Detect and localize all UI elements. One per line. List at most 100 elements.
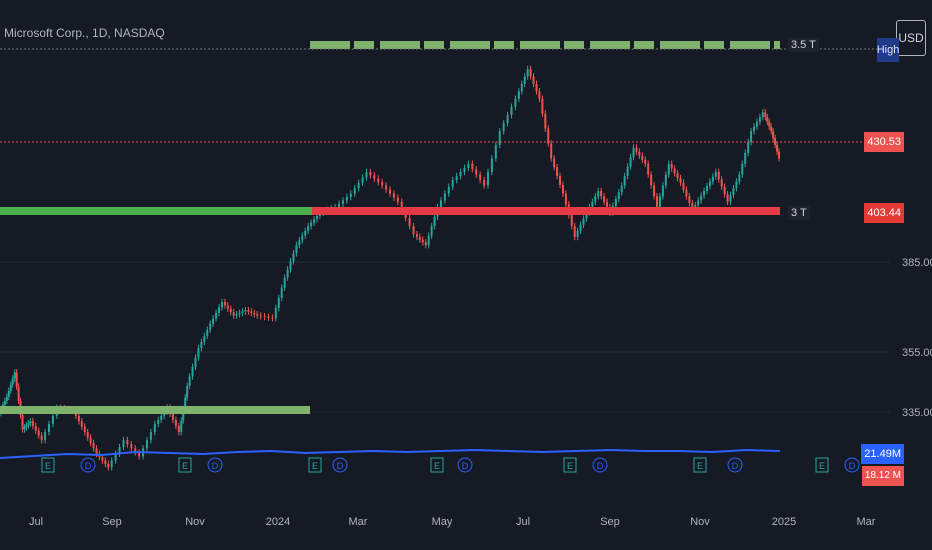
candle — [29, 421, 32, 424]
candle — [400, 201, 403, 210]
grid — [0, 261, 890, 413]
candle — [256, 314, 259, 316]
candle — [200, 341, 203, 349]
level-badge: 403.44 — [864, 203, 904, 223]
candle — [591, 201, 594, 208]
candle — [526, 68, 529, 77]
candle — [392, 193, 395, 198]
candle — [467, 163, 470, 168]
candle — [415, 234, 418, 237]
candle — [726, 194, 729, 202]
candle — [455, 176, 458, 181]
candle — [396, 197, 399, 202]
candle — [603, 196, 606, 202]
candle — [494, 144, 497, 159]
candle — [700, 195, 703, 201]
candle — [661, 185, 664, 197]
candle — [369, 171, 372, 176]
x-tick-label: 2024 — [266, 516, 290, 528]
y-tick-label: 335.00 — [902, 407, 932, 419]
candle — [353, 188, 356, 194]
earnings-icon: E — [178, 457, 192, 473]
candle — [433, 216, 436, 227]
svg-text:D: D — [212, 461, 219, 471]
candle — [620, 185, 623, 193]
x-tick-label: Jul — [29, 516, 43, 528]
candle — [226, 305, 229, 309]
candle — [232, 312, 235, 316]
candle — [750, 131, 753, 143]
candle — [235, 314, 238, 316]
volume-label-top: 3.5 T — [788, 38, 819, 52]
candle — [171, 413, 174, 420]
candle — [95, 448, 98, 454]
candle — [286, 269, 289, 278]
candle — [145, 440, 148, 449]
candle — [126, 440, 129, 445]
candle — [451, 180, 454, 187]
candle — [439, 200, 442, 208]
candle — [644, 159, 647, 164]
candle — [11, 378, 14, 385]
candle — [194, 357, 197, 368]
currency-button[interactable]: USD — [896, 20, 926, 56]
candle — [550, 143, 553, 159]
candle — [459, 171, 462, 176]
candle — [180, 420, 183, 433]
candle — [594, 196, 597, 202]
candle — [564, 193, 567, 205]
candle — [412, 226, 415, 235]
candle — [27, 423, 30, 426]
candle — [670, 163, 673, 169]
x-tick-label: Nov — [185, 516, 205, 528]
candle — [218, 307, 221, 313]
candle — [520, 83, 523, 92]
candle — [708, 181, 711, 187]
chart-title: Microsoft Corp., 1D, NASDAQ — [4, 26, 165, 40]
x-tick-label: Nov — [690, 516, 710, 528]
candle — [597, 190, 600, 197]
candle — [570, 215, 573, 227]
candle — [271, 317, 274, 319]
candle — [292, 253, 295, 262]
candle — [723, 186, 726, 195]
candle — [274, 308, 277, 319]
candle — [259, 315, 262, 317]
candle — [253, 312, 256, 315]
candle — [626, 166, 629, 176]
candle — [705, 186, 708, 191]
candle — [717, 171, 720, 180]
candle — [667, 163, 670, 175]
candle — [9, 384, 12, 391]
candle — [23, 427, 26, 430]
candle — [463, 167, 466, 172]
earnings-icon: E — [41, 457, 55, 473]
candle — [561, 184, 564, 194]
candle — [650, 174, 653, 186]
candle — [89, 437, 92, 443]
candle — [31, 421, 34, 426]
candle — [471, 163, 474, 170]
candle — [758, 117, 761, 122]
candle — [729, 194, 732, 202]
candle — [766, 117, 769, 122]
candle — [772, 131, 775, 139]
x-tick-label: Mar — [857, 516, 876, 528]
candle — [241, 311, 244, 313]
candle — [447, 186, 450, 194]
candle — [635, 147, 638, 152]
candle — [385, 185, 388, 190]
candle — [443, 193, 446, 201]
candle — [691, 203, 694, 210]
candle — [186, 386, 189, 398]
dividend-icon: D — [207, 457, 223, 473]
candle — [17, 386, 20, 401]
candle — [703, 190, 706, 196]
candle — [345, 197, 348, 201]
candle — [206, 329, 209, 336]
candle — [747, 142, 750, 153]
candle — [341, 200, 344, 204]
candle — [576, 230, 579, 237]
candle — [118, 446, 121, 454]
